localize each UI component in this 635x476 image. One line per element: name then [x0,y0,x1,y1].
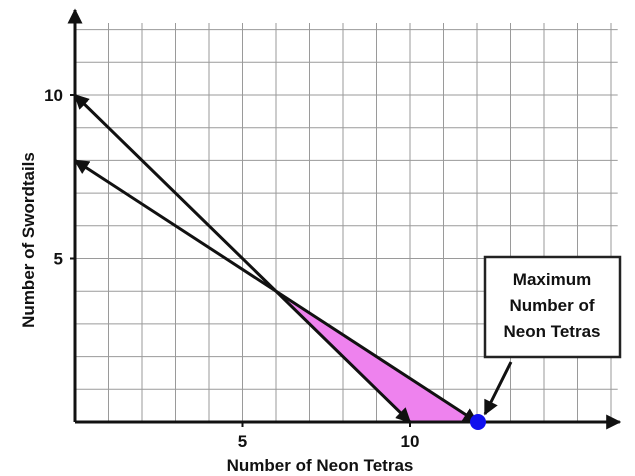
callout-text-line: Number of [510,296,595,315]
x-tick-label: 5 [238,432,247,451]
axes [67,8,622,430]
constraint-lines [73,93,479,424]
y-tick-label: 10 [44,86,63,105]
y-axis-label: Number of Swordtails [19,152,38,328]
x-tick-label: 10 [401,432,420,451]
callout-arrow [483,361,513,416]
callout-box [483,255,622,359]
callout-text-line: Neon Tetras [504,322,601,341]
y-tick-label: 5 [54,250,63,269]
x-axis-label: Number of Neon Tetras [227,456,414,475]
maximum-point [470,414,486,430]
constraint-line-2 [73,159,479,424]
tick-labels: 5 10 5 10 [44,86,419,451]
annotation-callout: Maximum Number of Neon Tetras [483,255,622,416]
callout-text-line: Maximum [513,270,591,289]
grid-lines [75,23,618,422]
